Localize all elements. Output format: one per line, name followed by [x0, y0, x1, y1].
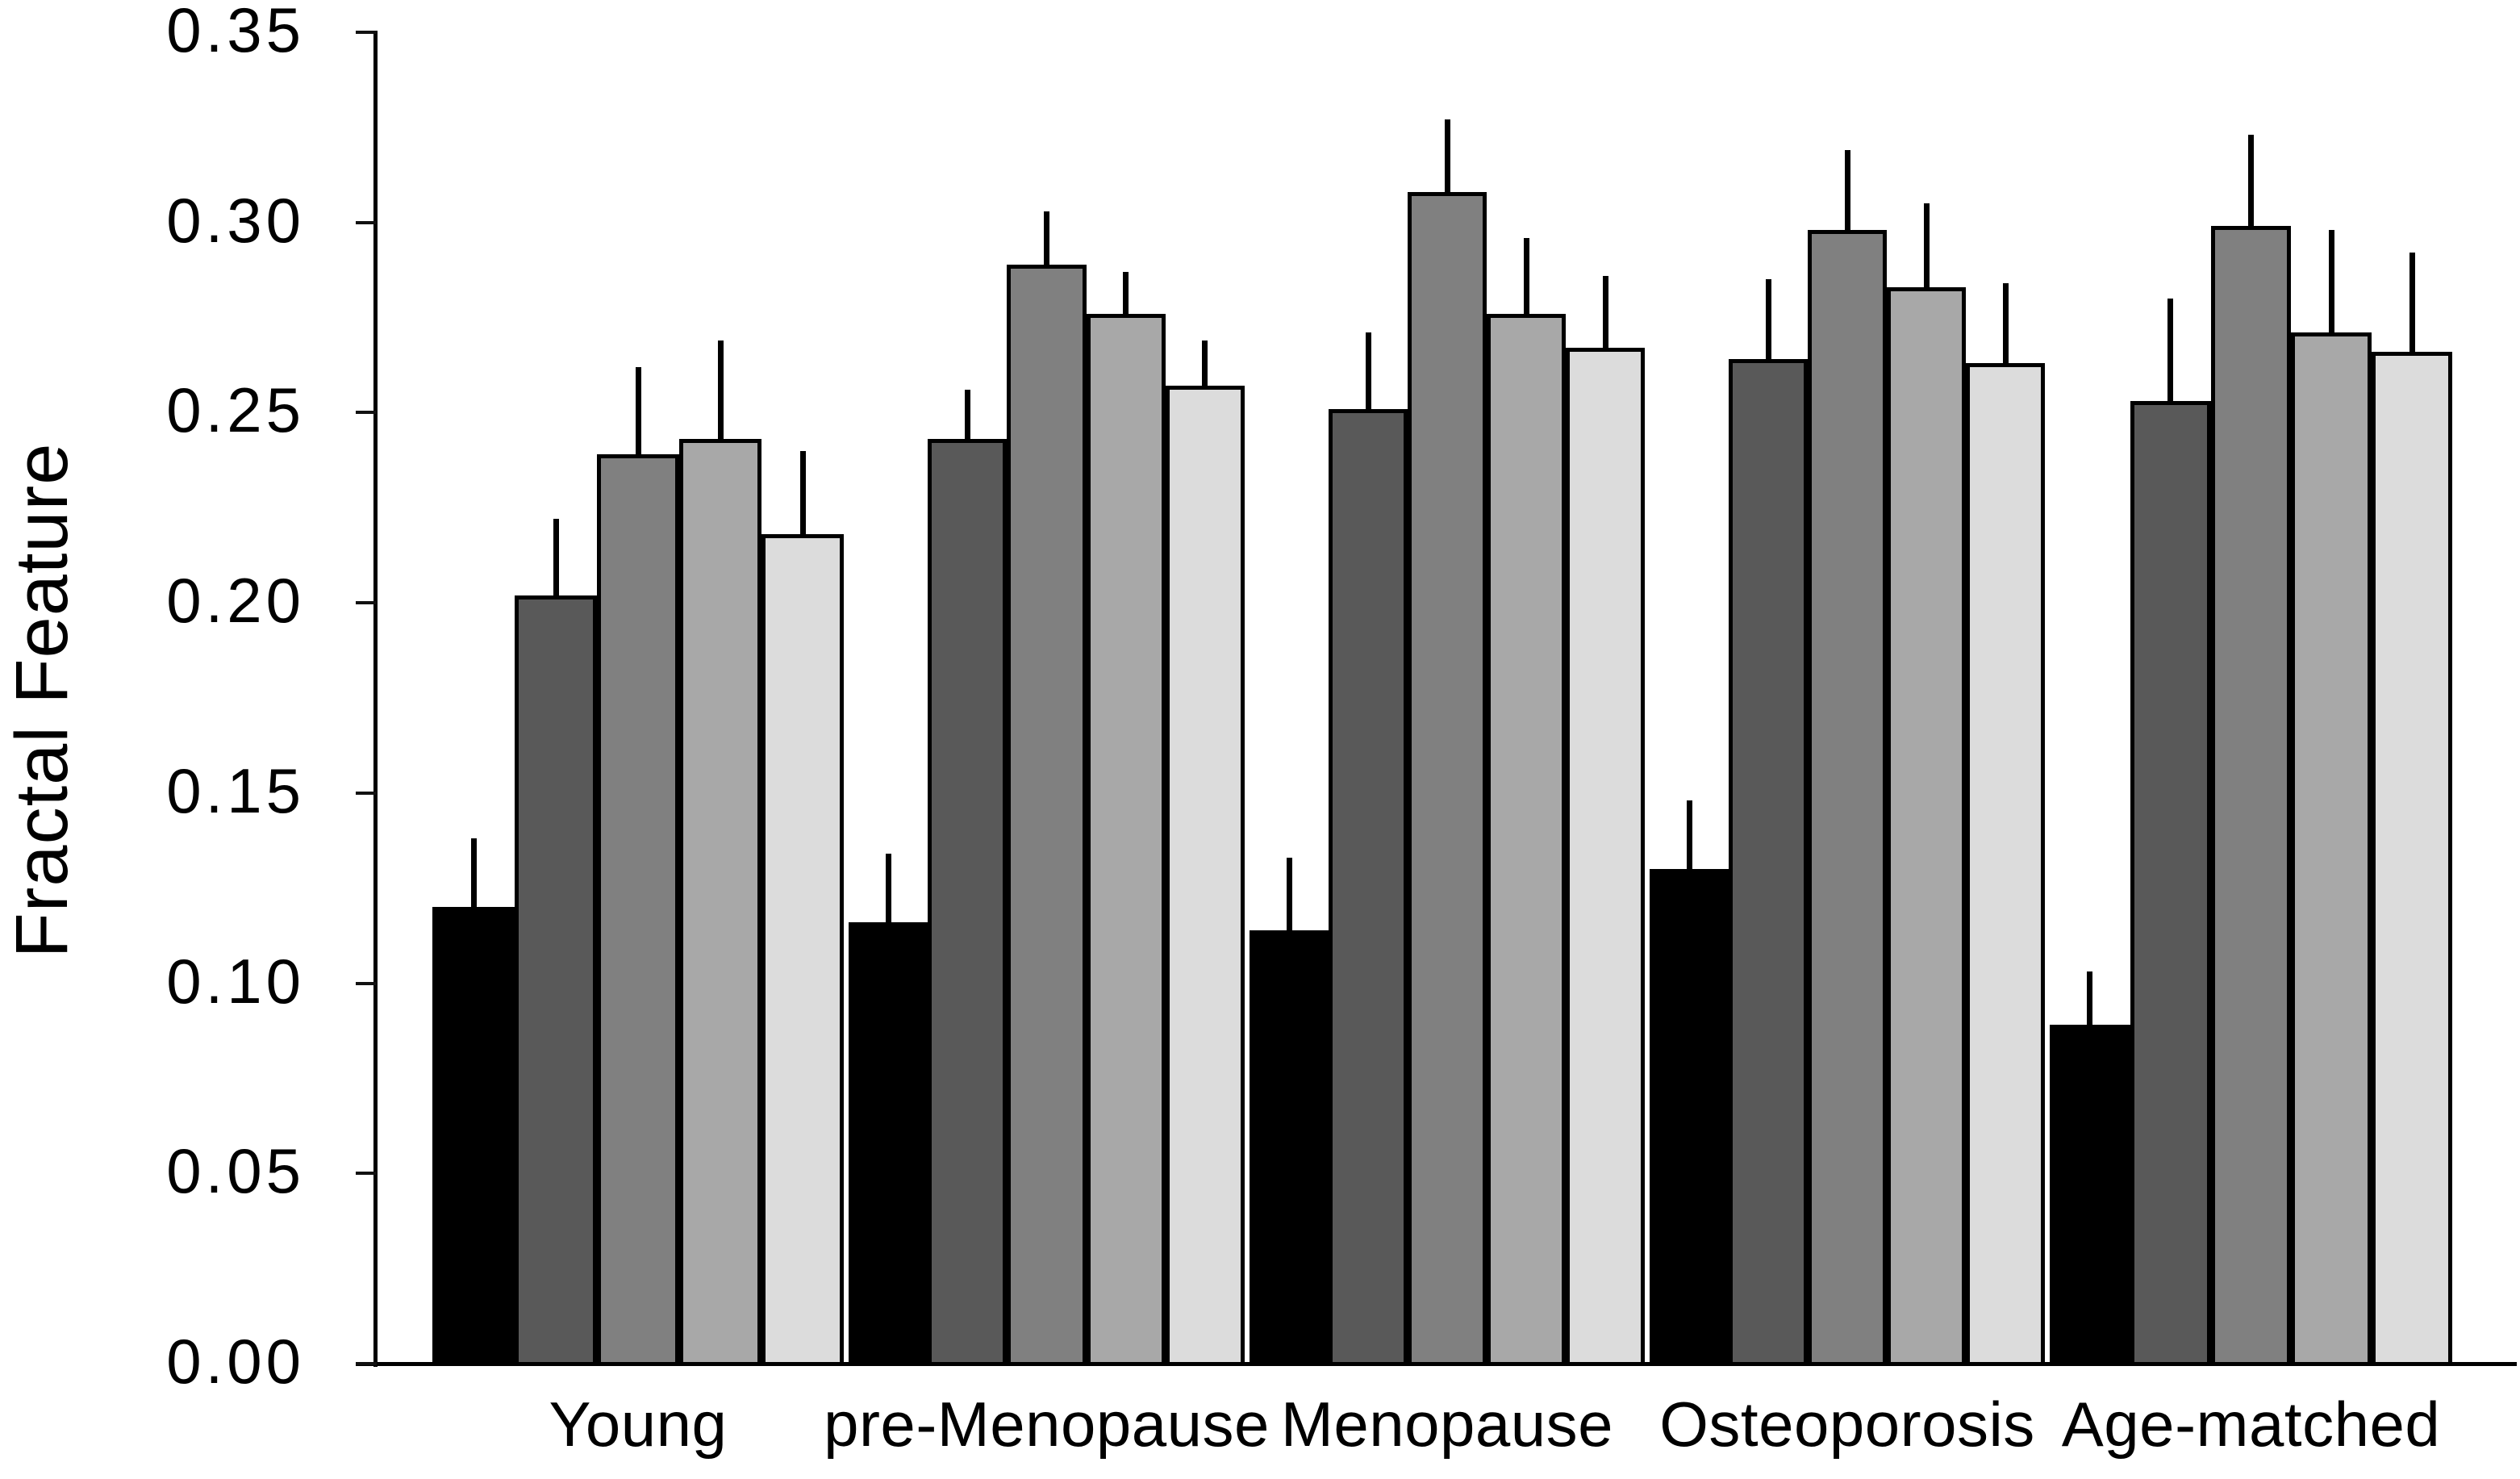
error-bar — [1523, 237, 1529, 318]
error-bar — [1765, 279, 1771, 364]
bar-medium-gray — [1007, 264, 1087, 1366]
error-bar — [1444, 119, 1450, 196]
error-bar — [964, 390, 970, 444]
bar-black — [1250, 930, 1329, 1366]
y-axis-title: Fractal Feature — [1, 442, 83, 959]
bar-lightest-gray — [2372, 352, 2452, 1366]
bar-black — [1650, 869, 1729, 1366]
bar-dark-gray — [928, 439, 1008, 1366]
bar-medium-gray — [1408, 192, 1487, 1366]
bar-dark-gray — [515, 595, 597, 1366]
bar-dark-gray — [1729, 359, 1808, 1366]
error-bar — [1844, 150, 1850, 235]
y-tick — [356, 220, 377, 224]
x-category-label: pre-Menopause — [824, 1389, 1270, 1460]
bar-medium-gray — [2210, 226, 2292, 1366]
y-tick-label: 0.25 — [166, 374, 305, 446]
error-bar — [2248, 135, 2254, 231]
error-bar — [717, 340, 724, 444]
y-tick-label: 0.35 — [166, 0, 305, 65]
y-tick — [356, 981, 377, 985]
error-bar — [635, 366, 641, 459]
bar-medium-gray — [1808, 230, 1887, 1366]
y-tick-label: 0.20 — [166, 565, 305, 637]
error-bar — [2087, 971, 2093, 1030]
error-bar — [1686, 800, 1692, 874]
error-bar — [799, 450, 806, 539]
bar-black — [2050, 1025, 2130, 1366]
bar-black — [432, 907, 515, 1366]
error-bar — [2002, 283, 2009, 368]
error-bar — [2167, 299, 2174, 406]
x-category-label: Osteoporosis — [1659, 1389, 2035, 1460]
error-bar — [1365, 332, 1371, 413]
error-bar — [2409, 253, 2415, 356]
bar-lightest-gray — [761, 534, 844, 1366]
bar-light-gray — [2291, 332, 2372, 1366]
bar-dark-gray — [1329, 408, 1408, 1366]
y-tick — [356, 1172, 377, 1176]
y-tick-label: 0.15 — [166, 754, 305, 826]
x-category-label: Menopause — [1280, 1389, 1614, 1460]
x-category-label: Young — [549, 1389, 728, 1460]
y-tick-label: 0.30 — [166, 184, 305, 256]
y-tick — [356, 1362, 377, 1365]
y-tick — [356, 411, 377, 415]
y-tick — [356, 791, 377, 795]
y-tick-label: 0.10 — [166, 945, 305, 1017]
bar-black — [849, 922, 928, 1366]
error-bar — [553, 519, 559, 600]
error-bar — [885, 854, 891, 927]
bar-lightest-gray — [1165, 386, 1245, 1366]
bar-lightest-gray — [1966, 363, 2045, 1366]
y-axis-line — [373, 31, 378, 1367]
y-tick — [356, 601, 377, 605]
error-bar — [1923, 203, 1930, 291]
bar-light-gray — [1487, 313, 1566, 1366]
error-bar — [1286, 858, 1292, 934]
bar-lightest-gray — [1566, 348, 1645, 1366]
bar-light-gray — [1887, 286, 1966, 1366]
y-tick-label: 0.00 — [166, 1325, 305, 1397]
error-bar — [1602, 275, 1608, 353]
bar-dark-gray — [2130, 401, 2211, 1366]
error-bar — [470, 838, 477, 912]
y-tick-label: 0.05 — [166, 1135, 305, 1207]
x-category-label: Age-matched — [2061, 1389, 2441, 1460]
bar-medium-gray — [597, 454, 679, 1366]
error-bar — [2328, 230, 2334, 337]
error-bar — [1044, 211, 1049, 269]
error-bar — [1202, 340, 1208, 391]
y-tick — [356, 31, 377, 34]
bar-light-gray — [679, 439, 761, 1366]
bar-light-gray — [1086, 313, 1166, 1366]
error-bar — [1123, 272, 1129, 318]
